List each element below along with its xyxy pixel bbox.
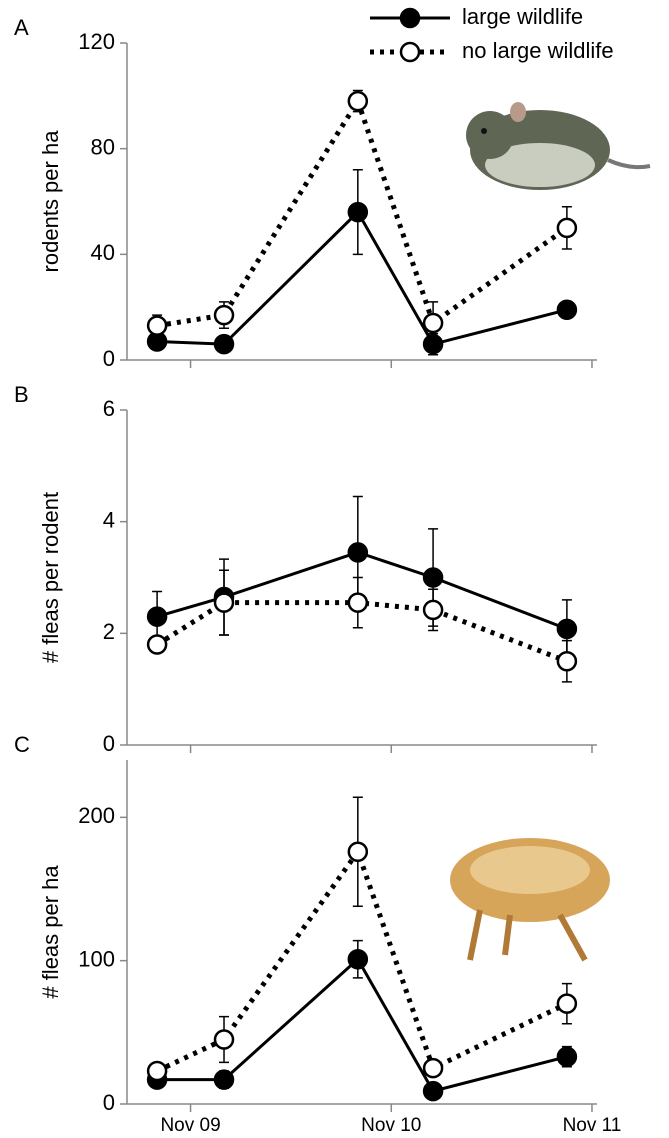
data-point: [213, 304, 235, 326]
data-point: [556, 217, 578, 239]
panel-label: B: [14, 382, 29, 407]
y-tick-label: 120: [78, 29, 115, 54]
y-tick-label: 100: [78, 946, 115, 971]
data-point: [556, 651, 578, 672]
data-point: [347, 841, 369, 862]
data-point: [347, 201, 369, 223]
y-tick-label: 200: [78, 803, 115, 828]
y-axis-label: # fleas per ha: [38, 865, 63, 999]
data-point: [347, 948, 369, 970]
data-point: [556, 299, 578, 321]
panel-label: A: [14, 15, 29, 40]
data-point: [422, 1080, 444, 1102]
data-point: [213, 1069, 235, 1090]
y-tick-label: 80: [91, 134, 115, 159]
y-tick-label: 0: [103, 731, 115, 756]
series-line: [156, 846, 568, 1074]
rodent-illustration: [466, 102, 651, 190]
data-point: [146, 1060, 168, 1082]
data-point: [347, 90, 369, 112]
data-point: [422, 567, 444, 588]
x-tick-label: Nov 09: [160, 1115, 220, 1136]
y-tick-label: 0: [103, 1090, 115, 1115]
data-point: [146, 315, 168, 336]
legend-label: no large wildlife: [462, 38, 614, 63]
data-point: [347, 542, 369, 563]
data-point: [347, 592, 369, 613]
data-point: [146, 634, 168, 655]
y-tick-label: 6: [103, 396, 115, 421]
legend-label: large wildlife: [462, 4, 583, 29]
flea-illustration: [450, 838, 610, 962]
y-tick-label: 4: [103, 507, 115, 532]
y-axis-label: rodents per ha: [38, 130, 63, 273]
data-point: [213, 333, 235, 355]
y-axis-label: # fleas per rodent: [38, 492, 63, 663]
y-tick-label: 2: [103, 619, 115, 644]
x-tick-label: Nov 11: [563, 1115, 622, 1136]
legend-marker: [399, 41, 421, 63]
data-point: [146, 606, 168, 627]
data-point: [556, 618, 578, 640]
y-tick-label: 40: [91, 240, 115, 265]
data-point: [556, 1046, 578, 1067]
y-tick-label: 0: [103, 346, 115, 371]
panel-label: C: [14, 732, 30, 757]
data-point: [422, 1057, 444, 1079]
data-point: [213, 1029, 235, 1050]
data-point: [422, 312, 444, 334]
data-point: [213, 592, 235, 613]
x-tick-label: Nov 10: [361, 1115, 421, 1136]
series-line: [157, 209, 568, 346]
data-point: [422, 599, 444, 621]
data-point: [556, 993, 578, 1014]
legend-marker: [399, 7, 421, 29]
